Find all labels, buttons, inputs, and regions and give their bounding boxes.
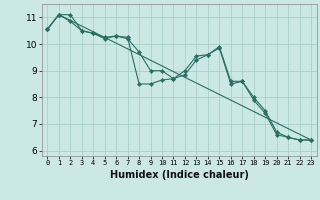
X-axis label: Humidex (Indice chaleur): Humidex (Indice chaleur) <box>110 170 249 180</box>
